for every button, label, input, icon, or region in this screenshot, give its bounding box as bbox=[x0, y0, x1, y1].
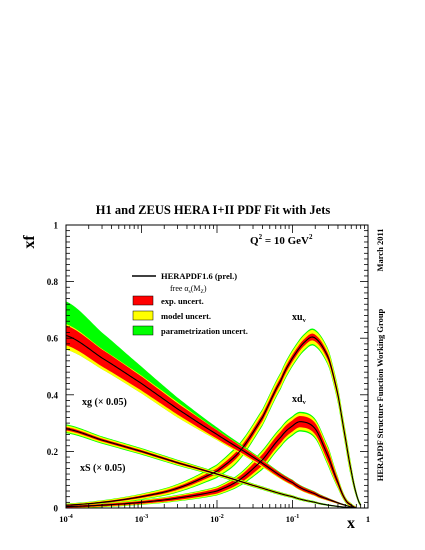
series-0-model-band bbox=[66, 329, 361, 507]
x-tick-label: 10-1 bbox=[286, 514, 300, 524]
legend-param-swatch bbox=[132, 325, 154, 336]
legend-model-swatch bbox=[132, 310, 154, 321]
legend-model-label: model uncert. bbox=[161, 311, 211, 321]
legend-sub-z: Z bbox=[201, 289, 205, 295]
y-axis-label: xf bbox=[21, 235, 38, 249]
legend-sub-close: ) bbox=[204, 284, 207, 293]
x-tick-label: 10-3 bbox=[135, 514, 149, 524]
x-tick-label: 10-2 bbox=[210, 514, 224, 524]
series-1-central-line bbox=[66, 421, 357, 508]
chart-title: H1 and ZEUS HERA I+II PDF Fit with Jets bbox=[96, 203, 331, 217]
legend-exp-label: exp. uncert. bbox=[161, 296, 204, 306]
y-tick-label: 0.8 bbox=[47, 277, 59, 287]
x-axis-label: x bbox=[347, 515, 355, 532]
side-label-date: March 2011 bbox=[375, 228, 385, 271]
q2-mid: = 10 GeV bbox=[262, 235, 309, 247]
xuv-sub: v bbox=[303, 317, 307, 324]
x-tick-label: 1 bbox=[366, 514, 370, 524]
q2-main: Q bbox=[250, 235, 259, 247]
xg-label: xg (× 0.05) bbox=[82, 397, 127, 408]
x-tick-label: 10-4 bbox=[59, 514, 73, 524]
y-tick-label: 0.6 bbox=[47, 334, 59, 344]
y-tick-label: 0.4 bbox=[47, 390, 59, 400]
xdv-sub: v bbox=[303, 399, 307, 406]
xdv-label: xdv bbox=[292, 394, 307, 406]
legend-sub-open: (M bbox=[191, 284, 201, 293]
legend-sub-s: s bbox=[189, 289, 191, 295]
series-3-central-line bbox=[66, 428, 357, 508]
xuv-label: xuv bbox=[292, 312, 307, 324]
series-2-central-line bbox=[66, 334, 357, 508]
legend-exp-swatch bbox=[132, 295, 154, 306]
series-1-exp-band bbox=[66, 415, 357, 508]
legend-line-sublabel: free αs(MZ) bbox=[170, 284, 207, 295]
legend-line-label: HERAPDF1.6 (prel.) bbox=[161, 271, 237, 281]
q2-sup2: 2 bbox=[309, 233, 313, 241]
legend-sub-alpha: free α bbox=[170, 284, 189, 293]
side-label-group: HERAPDF Structure Function Working Group bbox=[375, 308, 385, 481]
q2-label: Q2 = 10 GeV2 bbox=[250, 233, 313, 247]
xdv-main: xd bbox=[292, 394, 303, 405]
q2-sup: 2 bbox=[259, 233, 263, 241]
y-tick-label: 1 bbox=[54, 221, 59, 231]
legend: HERAPDF1.6 (prel.) free αs(MZ) exp. unce… bbox=[132, 271, 248, 336]
legend-param-label: parametrization uncert. bbox=[161, 326, 248, 336]
xuv-main: xu bbox=[292, 312, 303, 323]
y-tick-label: 0 bbox=[54, 504, 59, 514]
xs-label: xS (× 0.05) bbox=[80, 463, 125, 474]
y-tick-label: 0.2 bbox=[47, 447, 59, 457]
